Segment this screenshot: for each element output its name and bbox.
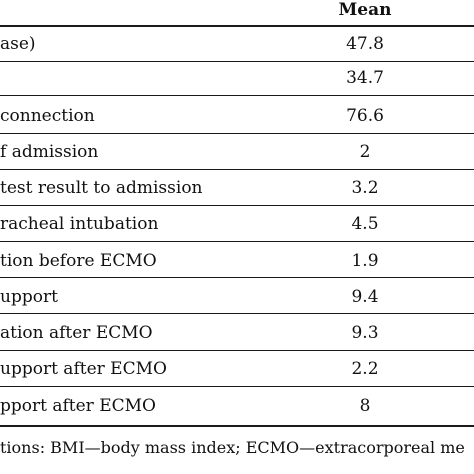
row-mean-value: 9.3 [351, 323, 379, 343]
row-divider [0, 133, 474, 134]
table-footnote: tions: BMI—body mass index; ECMO—extraco… [0, 438, 465, 457]
row-mean-value: 4.5 [351, 214, 379, 234]
row-mean-value: 1.9 [351, 251, 379, 271]
row-divider [0, 350, 474, 351]
column-header-mean: Mean [338, 0, 392, 20]
row-mean-value: 3.2 [351, 178, 379, 198]
row-divider [0, 95, 474, 96]
row-label: ase) [0, 34, 36, 54]
header-rule [0, 25, 474, 27]
row-label: racheal intubation [0, 214, 159, 234]
row-mean-value: 2 [359, 142, 371, 162]
row-divider [0, 205, 474, 206]
row-label: tion before ECMO [0, 251, 157, 271]
table-bottom-rule [0, 425, 474, 427]
row-divider [0, 61, 474, 62]
row-label: test result to admission [0, 178, 203, 198]
row-label: f admission [0, 142, 99, 162]
row-divider [0, 241, 474, 242]
row-mean-value: 76.6 [346, 106, 384, 126]
row-label: ation after ECMO [0, 323, 153, 343]
row-label: pport after ECMO [0, 396, 156, 416]
row-label: upport after ECMO [0, 359, 167, 379]
row-label: upport [0, 287, 58, 307]
row-divider [0, 277, 474, 278]
row-divider [0, 386, 474, 387]
row-label: connection [0, 106, 95, 126]
row-mean-value: 9.4 [351, 287, 379, 307]
row-divider [0, 313, 474, 314]
row-mean-value: 2.2 [351, 359, 379, 379]
row-mean-value: 8 [359, 396, 371, 416]
row-divider [0, 169, 474, 170]
row-mean-value: 47.8 [346, 34, 384, 54]
row-mean-value: 34.7 [346, 68, 384, 88]
